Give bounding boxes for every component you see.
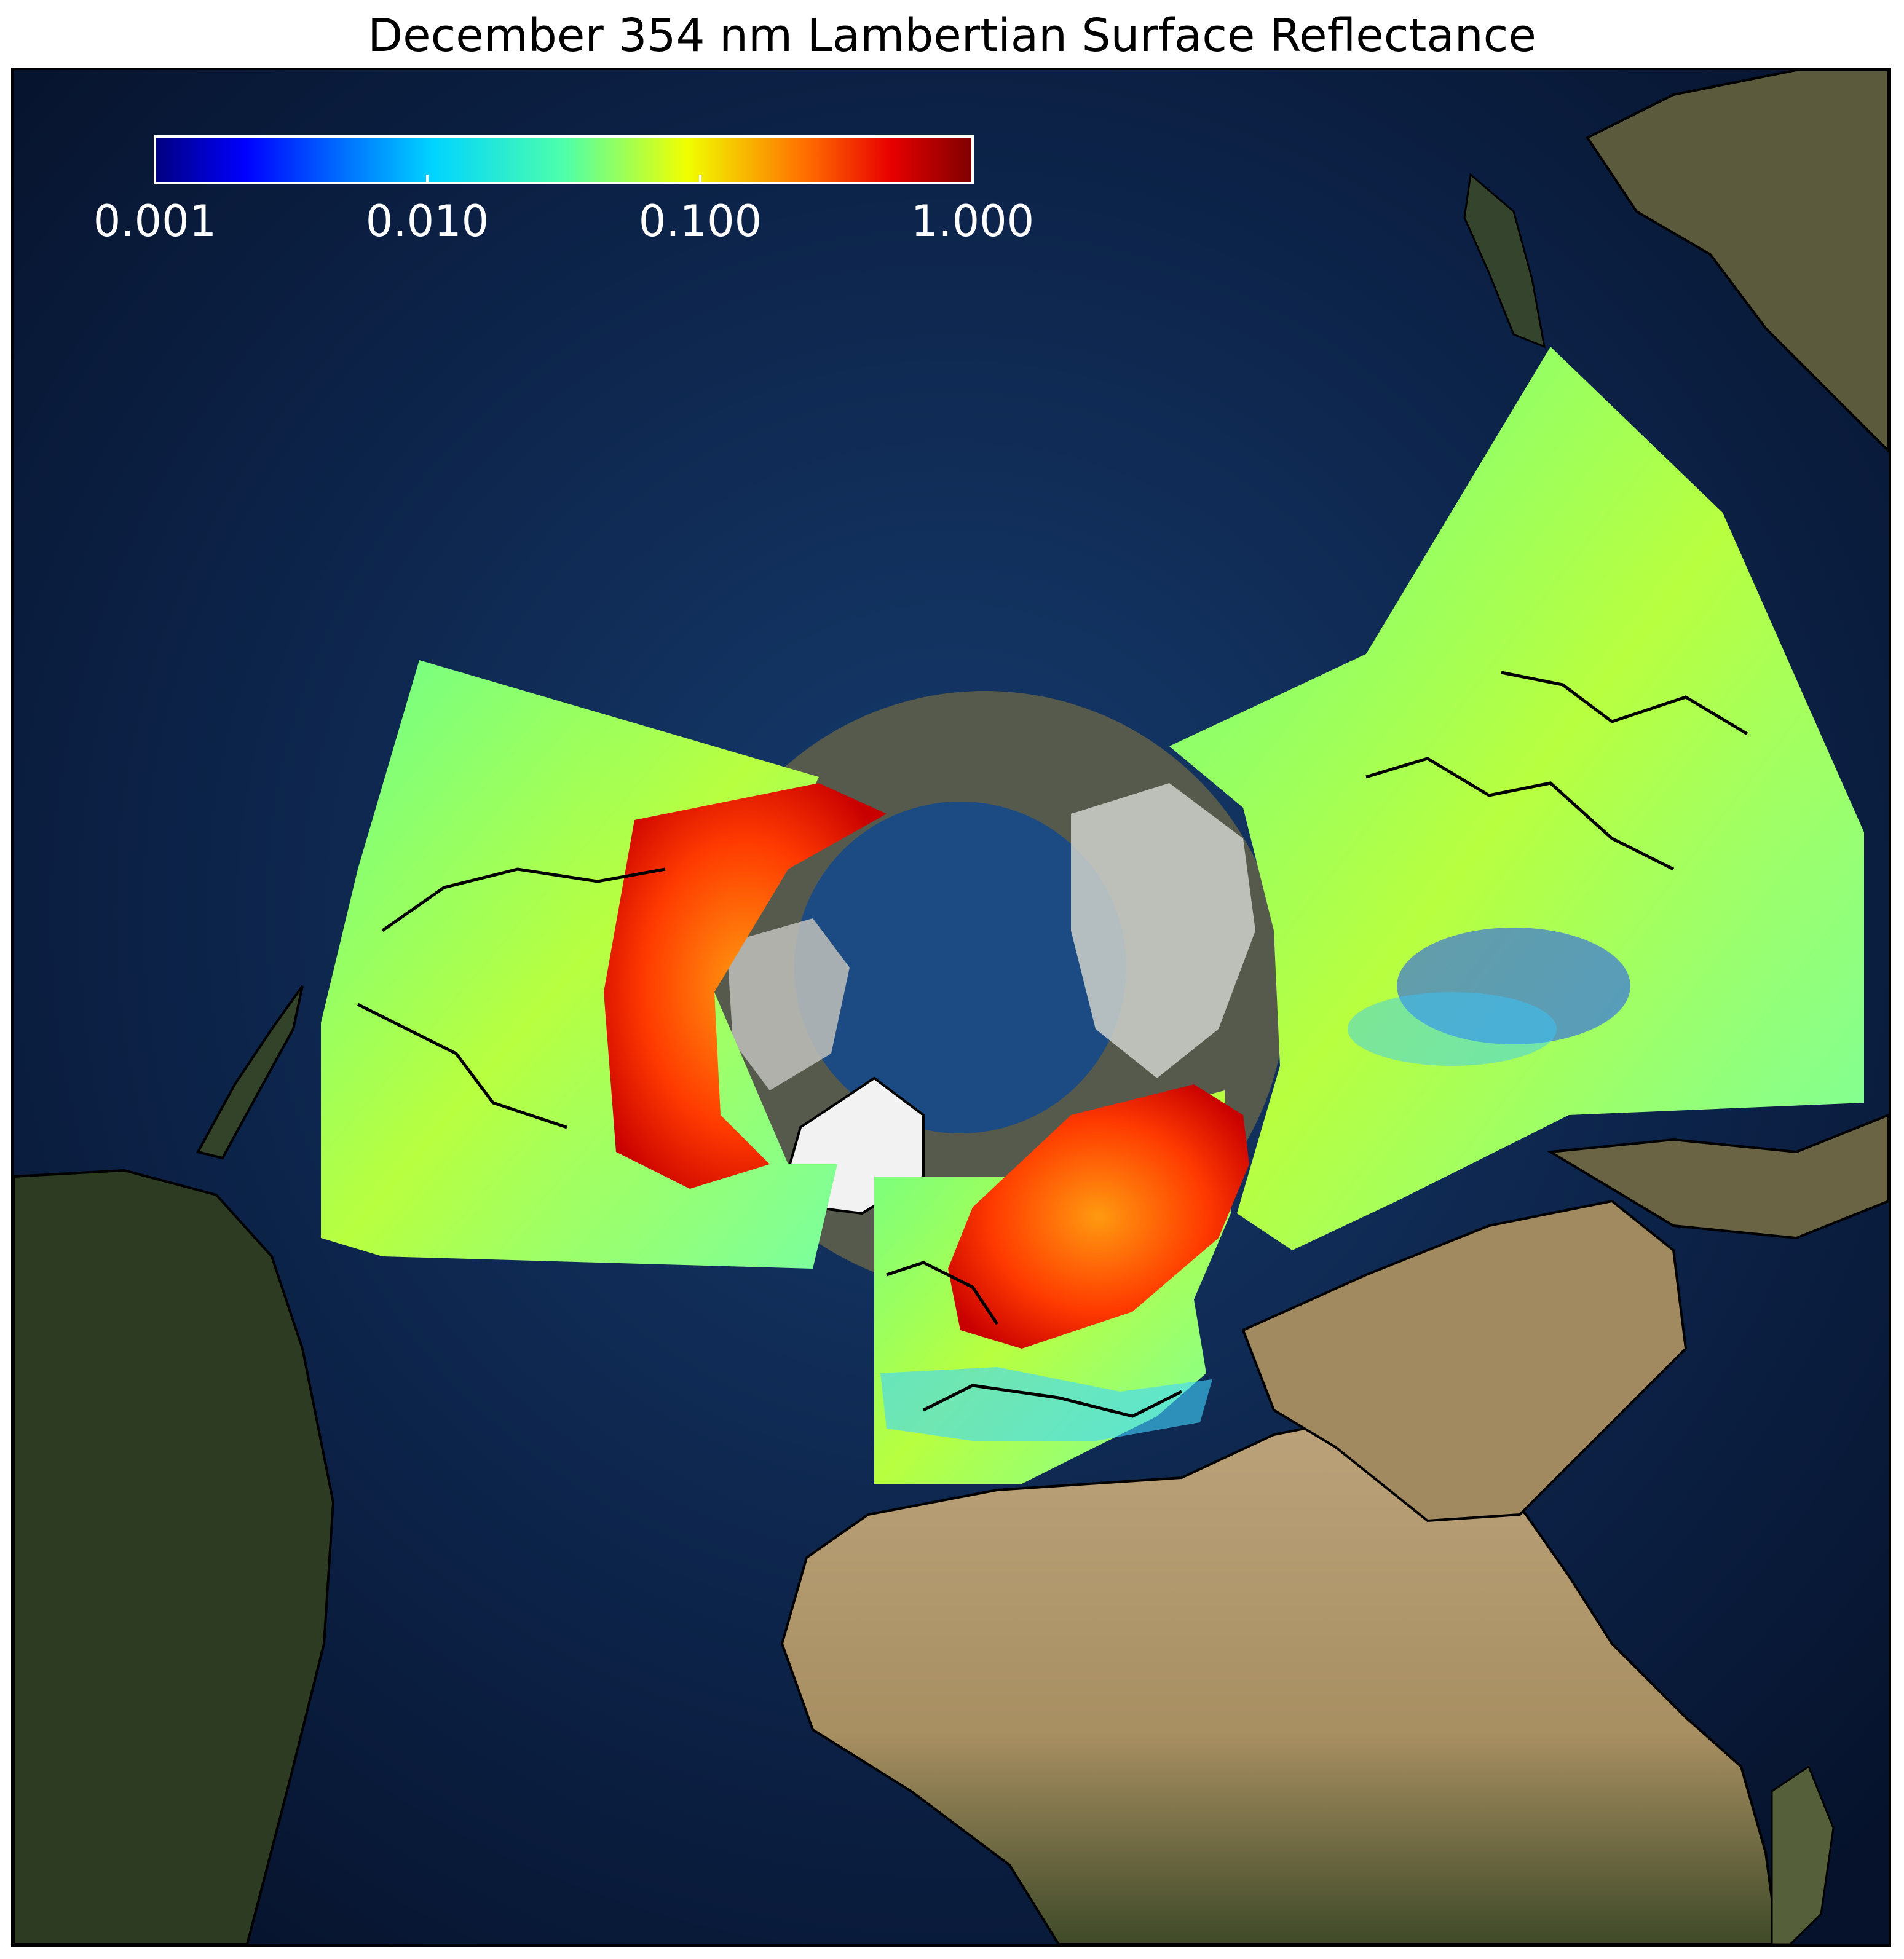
siberia-snow	[1071, 783, 1255, 1078]
map-panel: 0.001 0.010 0.100 1.000	[11, 68, 1891, 1947]
canada-high-reflectance	[604, 783, 887, 1189]
south-asia-landmass	[1546, 1113, 1889, 1240]
middle-east-landmass	[1241, 1199, 1688, 1523]
central-america-landmass	[196, 985, 304, 1160]
himalaya-cyan	[1348, 992, 1557, 1066]
africa-landmass	[780, 1414, 1780, 1944]
colorbar-tick-1: 0.010	[366, 196, 489, 246]
canadian-archipelago-snow	[727, 918, 850, 1090]
scandinavia-high-reflectance	[948, 1084, 1249, 1349]
china-low-reflectance	[1397, 928, 1630, 1044]
coastlines	[357, 671, 1748, 1418]
colorbar-tick-3: 1.000	[911, 196, 1034, 246]
colorbar-tick-2: 0.100	[639, 196, 762, 246]
colorbar: 0.001 0.010 0.100 1.000	[93, 135, 1034, 246]
map-title: December 354 nm Lambertian Surface Refle…	[368, 9, 1536, 62]
mediterranean-low-reflectance	[880, 1367, 1212, 1441]
colorbar-gradient	[154, 135, 974, 184]
south-america-landmass	[14, 1169, 335, 1944]
kamchatka-landmass	[1463, 173, 1546, 349]
asia-reflectance-swath	[1169, 347, 1864, 1250]
colorbar-tick-0: 0.001	[93, 196, 216, 246]
arctic-ocean	[794, 802, 1126, 1133]
madagascar-landmass	[1771, 1765, 1835, 1944]
east-asia-landmass	[1586, 70, 1889, 453]
